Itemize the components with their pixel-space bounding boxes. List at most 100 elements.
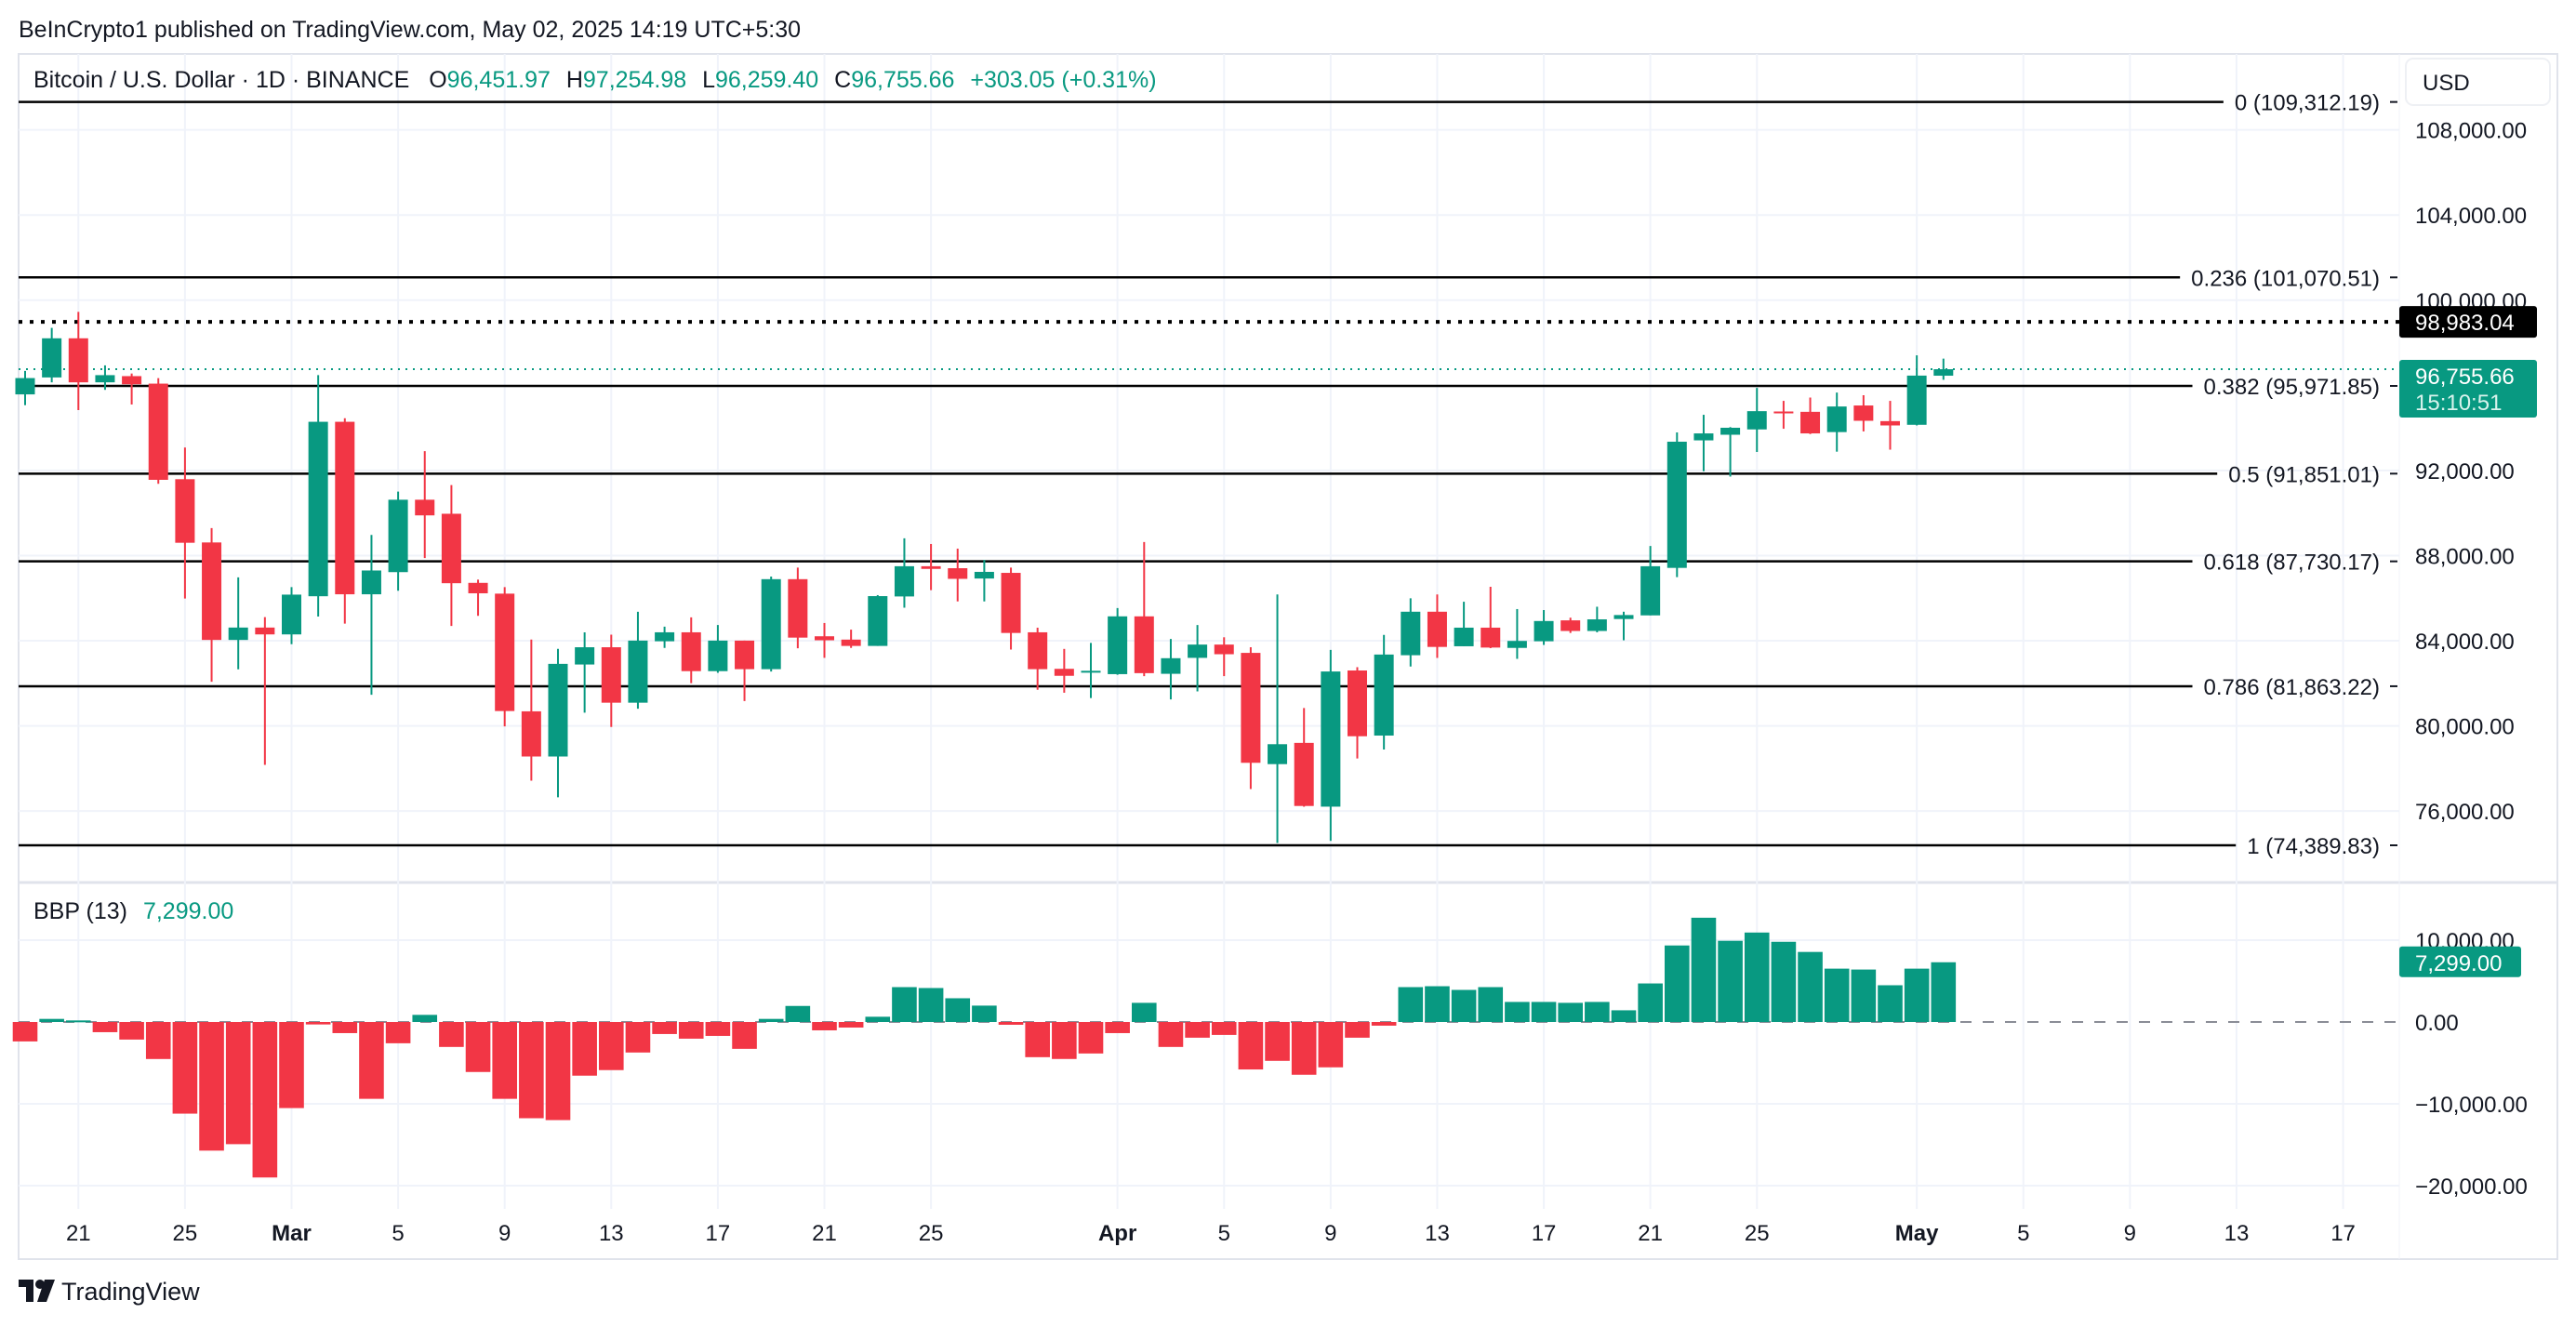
candle-body (1640, 565, 1661, 616)
bbp-bar (838, 1022, 864, 1028)
bbp-bar (1665, 945, 1690, 1022)
candle (148, 378, 168, 484)
time-axis-label: Apr (1098, 1221, 1136, 1246)
fib-level-label: 0.5 (91,851.01) (2228, 462, 2380, 487)
time-axis-label: 9 (2124, 1221, 2136, 1246)
bbp-bar (412, 1015, 438, 1022)
bbp-bar (758, 1018, 784, 1022)
fibonacci-retracement[interactable]: 0 (109,312.19) 0.236 (101,070.51) 0.382 (9… (19, 91, 2397, 859)
bbp-bar (252, 1022, 278, 1178)
currency-button[interactable]: USD (2405, 58, 2551, 106)
candle (894, 537, 914, 608)
candle (1693, 415, 1714, 471)
candle-body (735, 640, 755, 670)
time-axis[interactable]: 21 25 Mar 5 9 13 17 21 25 Apr 5 9 13 17 21 25 May 5 9 13 17 (66, 1221, 2356, 1246)
bbp-bar (678, 1022, 704, 1039)
bbp-last-label: 7,299.00 (2399, 946, 2521, 977)
candle-body (388, 499, 408, 573)
bbp-bar (892, 987, 917, 1022)
price-axis-label: 80,000.00 (2415, 715, 2515, 740)
price-axis-label: 84,000.00 (2415, 630, 2515, 655)
candle (841, 630, 861, 648)
candle (1268, 594, 1288, 843)
candle (1800, 397, 1821, 434)
bbp-bar (1691, 917, 1717, 1022)
fib-level-label: 1 (74,389.83) (2247, 834, 2380, 859)
candle-body (601, 647, 621, 703)
price-axis-label: 92,000.00 (2415, 459, 2515, 484)
bbp-bar (279, 1022, 304, 1108)
time-axis-label: 21 (1638, 1221, 1663, 1246)
bbp-histogram (12, 917, 1957, 1178)
candle-body (1001, 573, 1021, 633)
candle (1613, 611, 1634, 641)
dotted-level-label: 98,983.04 (2399, 306, 2537, 338)
candle-body (148, 383, 168, 480)
open-label: O (429, 67, 446, 93)
candle (1906, 355, 1927, 426)
candle (1666, 431, 1687, 577)
fib-level-label: 0 (109,312.19) (2235, 91, 2380, 116)
candle-body (415, 499, 435, 516)
candle-body (1161, 657, 1181, 674)
candle-body (521, 710, 541, 757)
bbp-bar (439, 1022, 464, 1047)
tradingview-logo[interactable]: TradingView (19, 1278, 200, 1306)
bbp-bar (66, 1020, 91, 1023)
bbp-bar (225, 1022, 251, 1145)
bbp-bar (1931, 962, 1957, 1022)
candle-body (948, 568, 968, 579)
bbp-bar (1078, 1022, 1104, 1054)
bbp-bar (785, 1005, 811, 1022)
candle-body (1214, 644, 1234, 655)
candle-body (921, 565, 941, 569)
candle (1773, 401, 1794, 430)
candle-body (655, 631, 675, 642)
candle-body (495, 593, 515, 711)
symbol-legend[interactable]: Bitcoin / U.S. Dollar · 1D · BINANCE O96… (33, 67, 1157, 93)
candle-body (282, 594, 301, 635)
candle-body (1880, 420, 1900, 426)
candle (361, 535, 381, 696)
high-label: H (566, 67, 583, 93)
price-axis-label: 104,000.00 (2415, 204, 2527, 229)
candle-body (1826, 406, 1847, 432)
candle-body (1720, 427, 1741, 435)
candle (1481, 587, 1501, 649)
bbp-bar (1531, 1002, 1557, 1022)
candle-body (1401, 611, 1421, 656)
candle-body (68, 338, 88, 383)
indicator-legend[interactable]: BBP (13) 7,299.00 (33, 898, 233, 924)
time-axis-label: 5 (1218, 1221, 1230, 1246)
price-axis[interactable]: 108,000.00104,000.00100,000.0092,000.008… (2415, 119, 2527, 825)
bbp-bar (1345, 1022, 1370, 1038)
candle-body (228, 627, 248, 641)
bbp-bar (1185, 1022, 1210, 1038)
bbp-axis[interactable]: 10,000.000.00−10,000.00−20,000.00 (2415, 929, 2528, 1200)
price-axis-label: 76,000.00 (2415, 800, 2515, 825)
bbp-bar (1371, 1022, 1397, 1026)
bbp-bar (1718, 940, 1743, 1022)
time-axis-label: 25 (919, 1221, 944, 1246)
candle (948, 548, 968, 602)
candle (228, 577, 248, 670)
fib-level-label: 0.236 (101,070.51) (2191, 266, 2380, 291)
time-axis-label: 13 (599, 1221, 624, 1246)
candle (1188, 625, 1208, 692)
candle (122, 373, 142, 405)
candle-body (1534, 620, 1554, 642)
candle-body (1507, 641, 1527, 648)
time-axis-label: May (1895, 1221, 1939, 1246)
time-axis-label: 17 (2330, 1221, 2356, 1246)
time-axis-label: 17 (706, 1221, 731, 1246)
bbp-bar (732, 1022, 757, 1049)
candle (1214, 637, 1234, 677)
candle (202, 527, 222, 683)
candle-body (1268, 744, 1288, 764)
bbp-bar (465, 1022, 491, 1072)
bbp-bar (332, 1022, 358, 1033)
candle (815, 622, 834, 658)
candle-body (1906, 375, 1927, 425)
candle (1560, 617, 1581, 633)
